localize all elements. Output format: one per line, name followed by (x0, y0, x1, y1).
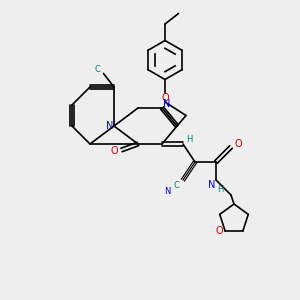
Text: H: H (217, 184, 224, 194)
Text: O: O (235, 139, 242, 149)
Text: N: N (106, 121, 113, 131)
Text: C: C (173, 181, 179, 190)
Text: O: O (216, 226, 224, 236)
Text: N: N (163, 99, 170, 110)
Text: N: N (208, 179, 215, 190)
Text: N: N (164, 187, 171, 196)
Text: O: O (161, 93, 169, 103)
Text: H: H (186, 135, 192, 144)
Text: O: O (110, 146, 118, 157)
Text: C: C (94, 64, 100, 74)
